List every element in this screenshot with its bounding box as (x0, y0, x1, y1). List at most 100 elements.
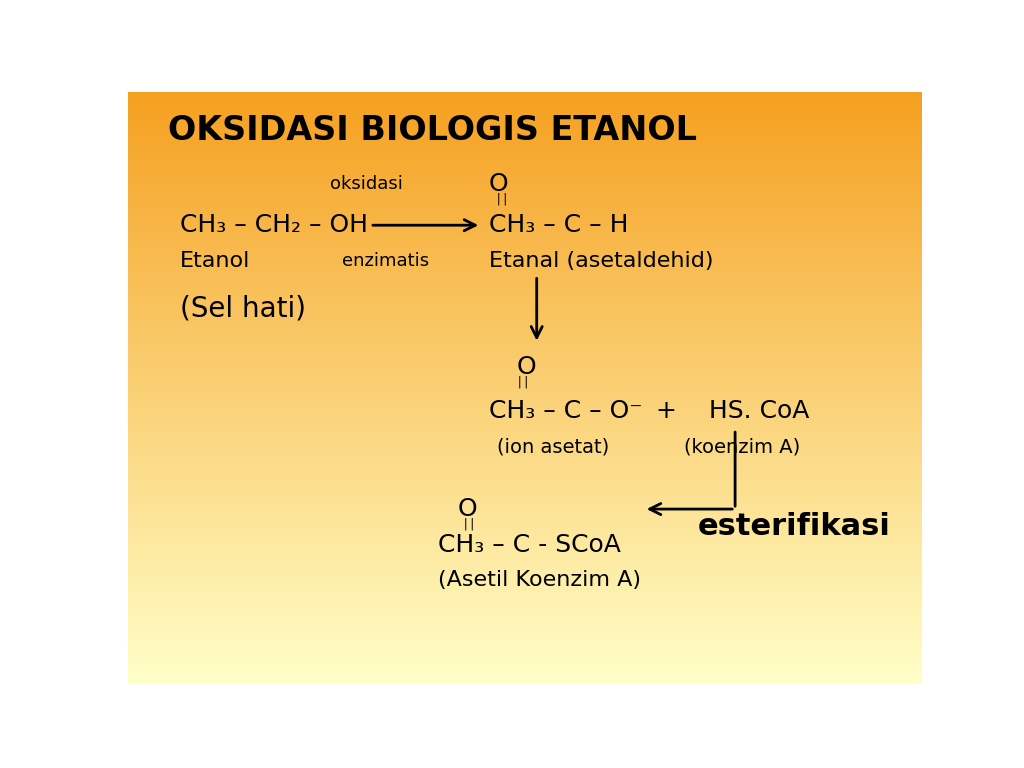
Bar (128, 281, 922, 283)
Bar (128, 545, 922, 546)
Bar (128, 663, 922, 664)
Bar (128, 555, 922, 556)
Bar (128, 283, 922, 284)
Text: +    HS. CoA: + HS. CoA (655, 399, 809, 423)
Bar (128, 348, 922, 349)
Bar (128, 485, 922, 487)
Bar (128, 217, 922, 218)
Bar (128, 308, 922, 310)
Bar (128, 386, 922, 388)
Bar (128, 536, 922, 537)
Bar (128, 574, 922, 575)
Bar (128, 677, 922, 679)
Bar (128, 111, 922, 113)
Bar (128, 313, 922, 314)
Bar (128, 367, 922, 369)
Bar (128, 399, 922, 401)
Bar (128, 119, 922, 121)
Bar (128, 193, 922, 194)
Bar (128, 419, 922, 420)
Bar (128, 425, 922, 426)
Bar (128, 631, 922, 632)
Bar (128, 340, 922, 342)
Bar (128, 94, 922, 95)
Bar (128, 97, 922, 98)
Bar (128, 650, 922, 651)
Bar (128, 154, 922, 156)
Bar (128, 533, 922, 535)
Bar (128, 302, 922, 303)
Bar (128, 366, 922, 367)
Bar (128, 274, 922, 276)
Bar (128, 564, 922, 565)
Bar (128, 462, 922, 463)
Bar (128, 223, 922, 225)
Text: ||: || (516, 376, 530, 389)
Bar (128, 108, 922, 110)
Bar (128, 258, 922, 260)
Bar (128, 404, 922, 406)
Bar (128, 163, 922, 164)
Bar (128, 351, 922, 353)
Bar (128, 435, 922, 437)
Bar (128, 354, 922, 356)
Bar (128, 271, 922, 273)
Bar (128, 145, 922, 147)
Bar (128, 346, 922, 348)
Bar (128, 241, 922, 243)
Bar (128, 479, 922, 481)
Bar (128, 361, 922, 362)
Bar (128, 156, 922, 157)
Bar (128, 613, 922, 614)
Bar (128, 107, 922, 108)
Bar (128, 174, 922, 175)
Bar (128, 123, 922, 124)
Bar (128, 335, 922, 336)
Bar (128, 475, 922, 476)
Bar (128, 592, 922, 594)
Bar (128, 317, 922, 319)
Bar (128, 364, 922, 366)
Bar (128, 203, 922, 204)
Bar (128, 239, 922, 240)
Bar (128, 531, 922, 533)
Bar (128, 666, 922, 667)
Bar (128, 236, 922, 237)
Bar (128, 540, 922, 541)
Bar (128, 530, 922, 531)
Bar (128, 290, 922, 292)
Bar (128, 478, 922, 479)
Text: (ion asetat): (ion asetat) (497, 438, 609, 456)
Bar (128, 260, 922, 262)
Bar (128, 565, 922, 567)
Bar (128, 661, 922, 663)
Bar (128, 401, 922, 402)
Bar (128, 515, 922, 516)
Bar (128, 568, 922, 570)
Bar (128, 511, 922, 512)
Bar (128, 246, 922, 247)
Bar (128, 188, 922, 190)
Bar (128, 508, 922, 509)
Bar (128, 140, 922, 141)
Bar (128, 676, 922, 677)
Bar (128, 222, 922, 223)
Bar (128, 586, 922, 588)
Bar (128, 535, 922, 536)
Bar (128, 655, 922, 657)
Bar (128, 295, 922, 296)
Bar (128, 230, 922, 231)
Bar (128, 669, 922, 670)
Text: CH₃ – C – O⁻: CH₃ – C – O⁻ (489, 399, 642, 423)
Bar (128, 138, 922, 140)
Bar (128, 270, 922, 271)
Bar (128, 376, 922, 378)
Bar (128, 197, 922, 199)
Bar (128, 286, 922, 287)
Bar (128, 614, 922, 615)
Bar (128, 521, 922, 522)
Bar (128, 353, 922, 354)
Bar (128, 191, 922, 193)
Bar (128, 101, 922, 102)
Bar (128, 458, 922, 460)
